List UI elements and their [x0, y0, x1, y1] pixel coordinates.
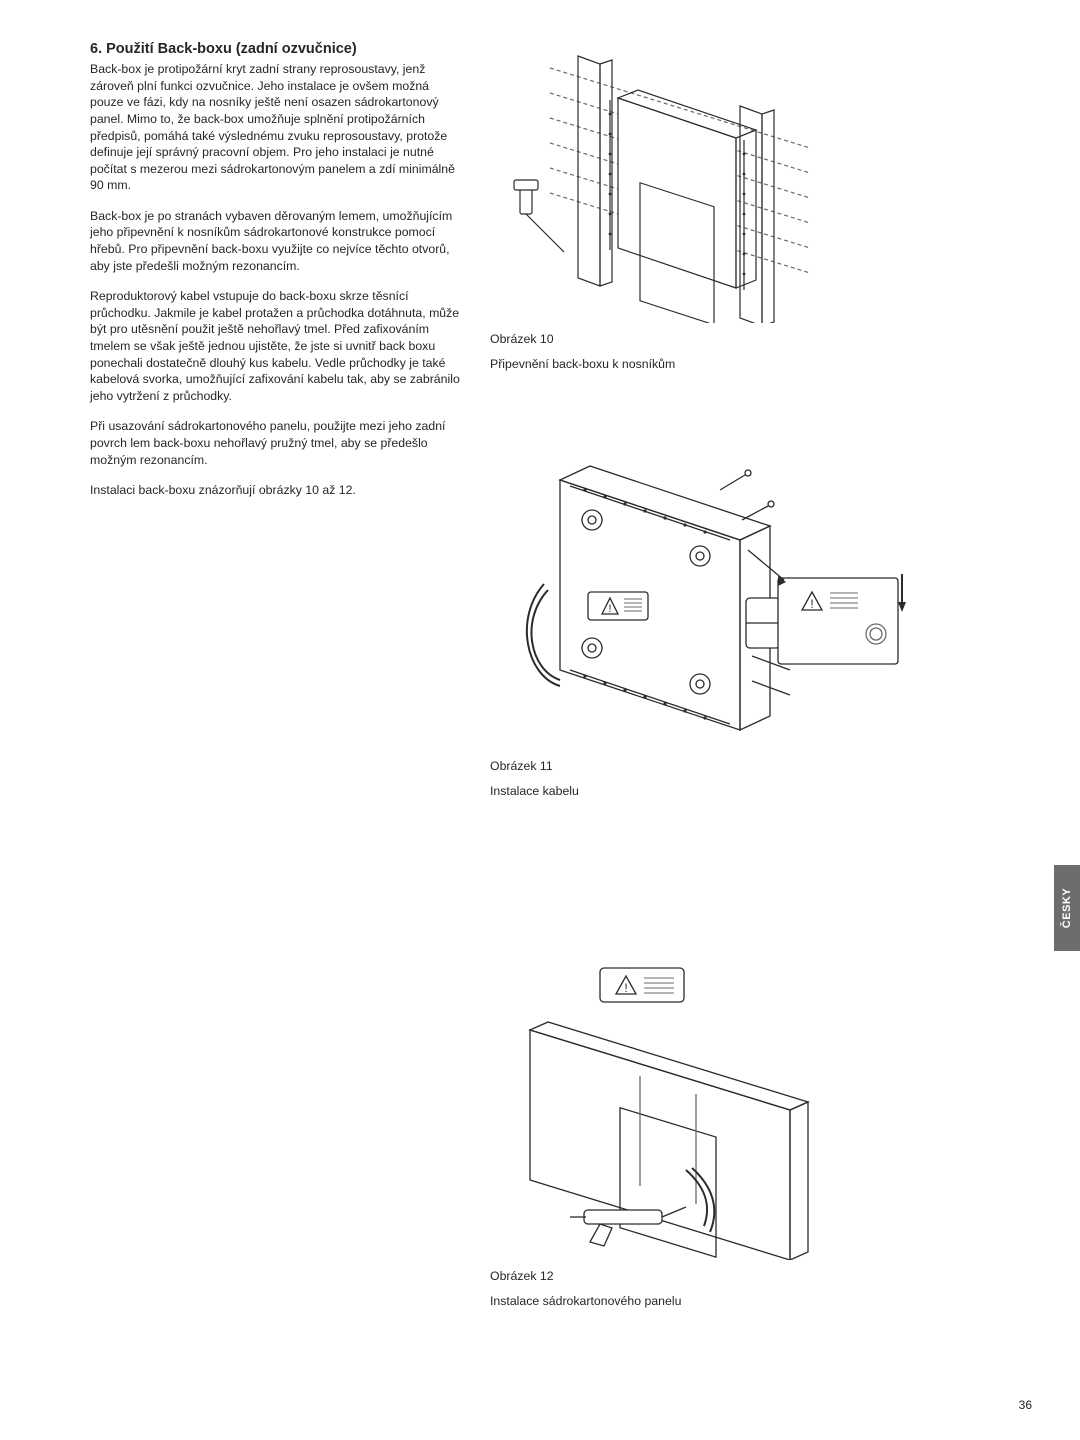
figure-caption-title: Obrázek 10: [490, 331, 850, 348]
language-tab-label: ČESKY: [1061, 888, 1073, 928]
paragraph: Back-box je protipožární kryt zadní stra…: [90, 61, 460, 194]
figure-caption-sub: Instalace kabelu: [490, 783, 910, 800]
figure-caption-sub: Instalace sádrokartonového panelu: [490, 1293, 890, 1310]
figure-12: ! Obrázek 12 Instalace sádrokartonového …: [490, 960, 890, 1309]
paragraph: Back-box je po stranách vybaven děrovaný…: [90, 208, 460, 274]
figure-11: ! !: [490, 420, 910, 799]
paragraph: Při usazování sádrokartonového panelu, p…: [90, 418, 460, 468]
language-tab: ČESKY: [1054, 865, 1080, 951]
figure-10: Obrázek 10 Připevnění back-boxu k nosník…: [490, 38, 850, 372]
text-column: 6. Použití Back-boxu (zadní ozvučnice) B…: [90, 40, 460, 513]
figure-caption-sub: Připevnění back-boxu k nosníkům: [490, 356, 850, 373]
svg-text:!: !: [810, 597, 813, 611]
paragraph: Reproduktorový kabel vstupuje do back-bo…: [90, 288, 460, 404]
page: 6. Použití Back-boxu (zadní ozvučnice) B…: [0, 0, 1080, 1440]
section-heading: 6. Použití Back-boxu (zadní ozvučnice): [90, 40, 460, 58]
figure-caption-title: Obrázek 12: [490, 1268, 890, 1285]
svg-text:!: !: [624, 981, 627, 995]
figure-caption-title: Obrázek 11: [490, 758, 910, 775]
svg-text:!: !: [608, 603, 611, 615]
page-number: 36: [1019, 1398, 1032, 1412]
paragraph: Instalaci back-boxu znázorňují obrázky 1…: [90, 482, 460, 499]
